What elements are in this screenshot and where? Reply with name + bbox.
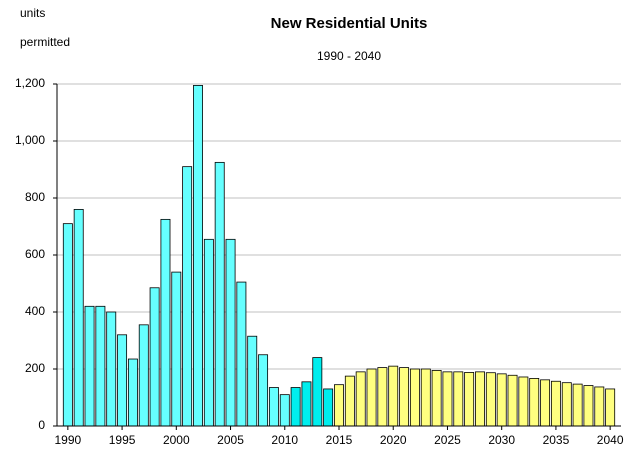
bar (442, 371, 453, 427)
bar (149, 287, 160, 427)
y-tick-label: 600 (25, 247, 45, 261)
x-tick-label: 2040 (597, 433, 624, 447)
y-tick-label: 1,200 (15, 76, 45, 90)
bar (464, 372, 475, 427)
bar (572, 383, 583, 427)
bar (420, 368, 431, 427)
bar (366, 368, 377, 427)
y-tick-label: 800 (25, 190, 45, 204)
x-tick-label: 2025 (434, 433, 461, 447)
bar (377, 367, 388, 427)
x-tick-label: 2015 (326, 433, 353, 447)
y-axis-label: units (20, 6, 45, 20)
y-tick-label: 0 (38, 418, 45, 432)
bar (203, 238, 214, 427)
x-tick-label: 1990 (54, 433, 81, 447)
y-axis-label: permitted (20, 35, 70, 49)
bar (485, 372, 496, 427)
bar (583, 385, 594, 427)
chart-subtitle: 1990 - 2040 (317, 49, 381, 63)
bar (518, 376, 529, 427)
bar (138, 324, 149, 427)
bar (214, 161, 225, 427)
bar (225, 238, 236, 427)
bar (344, 375, 355, 427)
bar (73, 208, 84, 427)
bar (268, 387, 279, 427)
bar (453, 371, 464, 427)
bar (334, 384, 344, 427)
bar (561, 382, 572, 427)
bar (193, 85, 203, 427)
y-tick-label: 200 (25, 361, 45, 375)
bar (388, 365, 399, 427)
bar (258, 354, 269, 427)
bar (399, 367, 410, 427)
bar (301, 381, 312, 427)
y-tick-label: 400 (25, 304, 45, 318)
x-tick-label: 1995 (109, 433, 136, 447)
bar (160, 218, 171, 427)
bar (475, 371, 485, 427)
bar (247, 335, 258, 427)
bar (431, 370, 442, 427)
y-tick-label: 1,000 (15, 133, 45, 147)
bar (507, 374, 518, 427)
bar (171, 271, 182, 427)
bar (84, 305, 95, 427)
bar (106, 311, 117, 427)
bar (529, 378, 540, 427)
bar (312, 357, 323, 427)
bar (409, 368, 420, 427)
x-tick-label: 2020 (380, 433, 407, 447)
x-tick-label: 2000 (163, 433, 190, 447)
bar (540, 379, 551, 427)
x-tick-label: 2005 (217, 433, 244, 447)
bar (117, 334, 128, 427)
bar (355, 371, 366, 427)
chart-title: New Residential Units (271, 15, 428, 32)
bar (236, 281, 247, 427)
bar (127, 358, 138, 427)
bar (594, 386, 605, 427)
bar (95, 305, 106, 427)
bar (323, 388, 334, 427)
x-tick-label: 2010 (271, 433, 298, 447)
x-tick-label: 2030 (488, 433, 515, 447)
bar (550, 380, 561, 427)
bar (279, 394, 290, 427)
bar (605, 388, 616, 427)
bar (182, 166, 193, 427)
bar (496, 373, 507, 427)
bar (290, 387, 301, 427)
bar (62, 223, 73, 427)
x-tick-label: 2035 (543, 433, 570, 447)
